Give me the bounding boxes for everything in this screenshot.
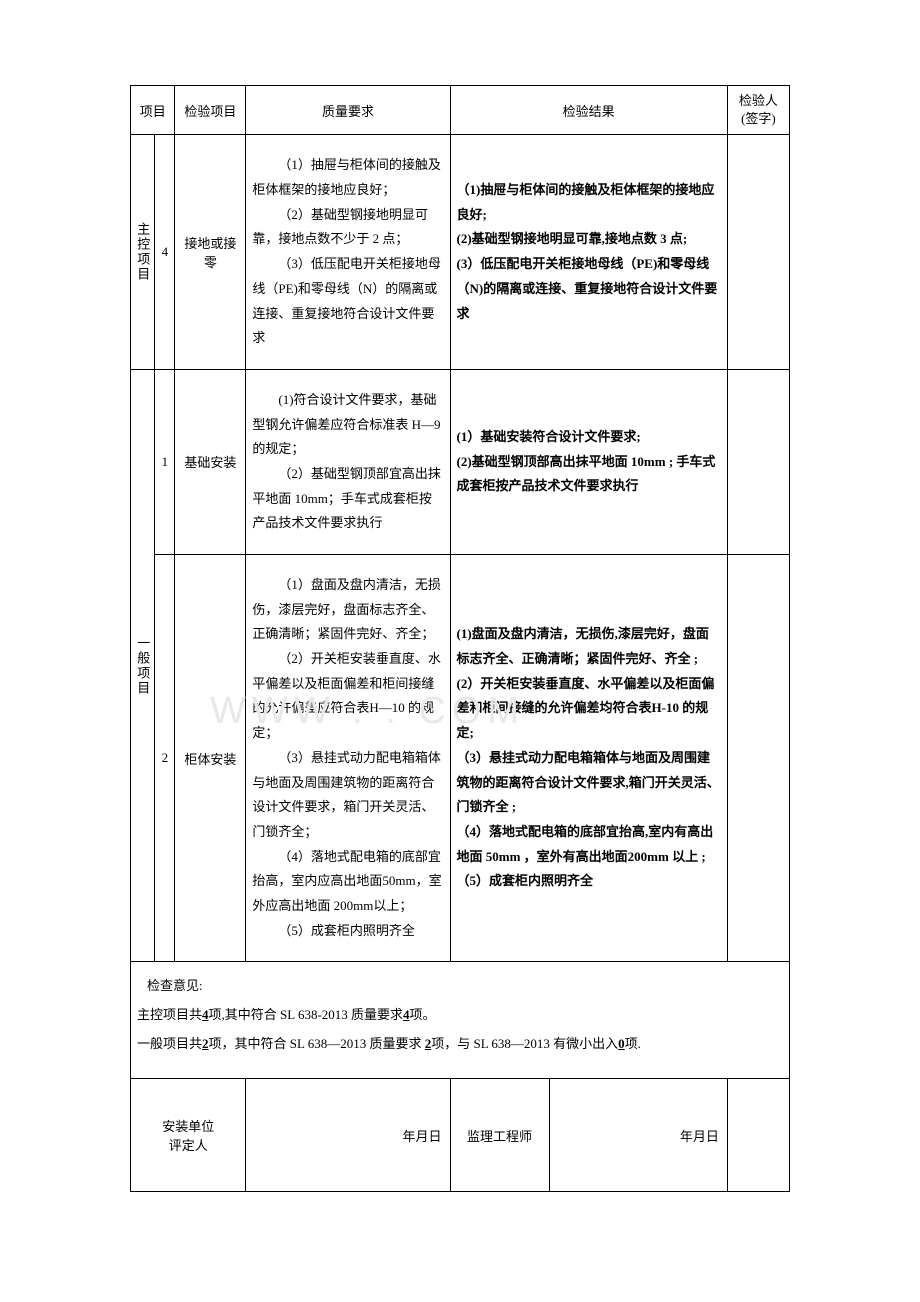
text: 一般项目共 [137, 1036, 202, 1051]
inspector-cell [727, 555, 789, 962]
requirement-cell: （1）盘面及盘内清洁，无损伤，漆层完好，盘面标志齐全、正确清晰；紧固件完好、齐全… [246, 555, 450, 962]
opinion-cell: 检查意见: 主控项目共4项,其中符合 SL 638-2013 质量要求4项。 一… [131, 962, 790, 1079]
main-control-label: 主控项目 [131, 135, 155, 370]
check-item: 基础安装 [175, 369, 246, 554]
document-page: WWW . . COM 项目 检验项目 质量要求 检验结果 检验人 (签字) 主… [0, 0, 920, 1252]
requirement-cell: (1)符合设计文件要求，基础型钢允许偏差应符合标准表 H—9 的规定； （2）基… [246, 369, 450, 554]
text: 主控项目共 [137, 1007, 202, 1022]
req-line: （1）抽屉与柜体间的接触及柜体框架的接地应良好； [252, 153, 443, 202]
row-number: 1 [155, 369, 175, 554]
req-line: （2）开关柜安装垂直度、水平偏差以及柜面偏差和柜间接缝的允许偏差应符合表H—10… [252, 647, 443, 746]
col-check-item: 检验项目 [175, 86, 246, 135]
col-inspector: 检验人 (签字) [727, 86, 789, 135]
result-cell: (1)盘面及盘内清洁，无损伤,漆层完好，盘面标志齐全、正确清晰；紧固件完好、齐全… [450, 555, 727, 962]
result-cell: (1）基础安装符合设计文件要求; (2)基础型钢顶部高出抹平地面 10mm ; … [450, 369, 727, 554]
supervisor-date: 年月日 [549, 1079, 727, 1191]
row-number: 4 [155, 135, 175, 370]
requirement-cell: （1）抽屉与柜体间的接触及柜体框架的接地应良好； （2）基础型钢接地明显可靠，接… [246, 135, 450, 370]
install-evaluator-label: 安装单位 评定人 [131, 1079, 246, 1192]
row-number: 2 [155, 555, 175, 962]
table-header-row: 项目 检验项目 质量要求 检验结果 检验人 (签字) [131, 86, 790, 135]
general-label: 一般项目 [131, 369, 155, 961]
req-line: （1）盘面及盘内清洁，无损伤，漆层完好，盘面标志齐全、正确清晰；紧固件完好、齐全… [252, 573, 443, 647]
opinion-row: 检查意见: 主控项目共4项,其中符合 SL 638-2013 质量要求4项。 一… [131, 962, 790, 1079]
res-line: (2)基础型钢顶部高出抹平地面 10mm ; 手车式成套柜按产品技术文件要求执行 [457, 454, 716, 494]
opinion-title: 检查意见: [137, 972, 783, 1001]
res-line: (2)基础型钢接地明显可靠,接地点数 3 点; [457, 231, 688, 246]
inspector-cell [727, 369, 789, 554]
install-date: 年月日 [246, 1079, 450, 1192]
blank-cell [727, 1079, 789, 1192]
res-line: (2）开关柜安装垂直度、水平偏差以及柜面偏差和柜间接缝的允许偏差均符合表H-10… [457, 676, 715, 740]
table-row: 主控项目 4 接地或接零 （1）抽屉与柜体间的接触及柜体框架的接地应良好； （2… [131, 135, 790, 370]
res-line: （5）成套柜内照明齐全 [457, 873, 594, 888]
result-cell: （1)抽屉与柜体间的接触及柜体框架的接地应良好; (2)基础型钢接地明显可靠,接… [450, 135, 727, 370]
supervisor-block: 监理工程师 年月日 [450, 1079, 727, 1192]
res-line: (1)盘面及盘内清洁，无损伤,漆层完好，盘面标志齐全、正确清晰；紧固件完好、齐全… [457, 626, 709, 666]
check-item: 接地或接零 [175, 135, 246, 370]
req-line: （3）悬挂式动力配电箱箱体与地面及周围建筑物的距离符合设计文件要求，箱门开关灵活… [252, 746, 443, 845]
req-line: （2）基础型钢顶部宜高出抹平地面 10mm；手车式成套柜按产品技术文件要求执行 [252, 462, 443, 536]
res-line: （1)抽屉与柜体间的接触及柜体框架的接地应良好; [457, 182, 715, 222]
col-requirement: 质量要求 [246, 86, 450, 135]
inspection-table: 项目 检验项目 质量要求 检验结果 检验人 (签字) 主控项目 4 接地或接零 … [130, 85, 790, 1192]
req-line: (1)符合设计文件要求，基础型钢允许偏差应符合标准表 H—9 的规定； [252, 388, 443, 462]
res-line: (1）基础安装符合设计文件要求; [457, 429, 641, 444]
check-item: 柜体安装 [175, 555, 246, 962]
signature-row: 安装单位 评定人 年月日 监理工程师 年月日 [131, 1079, 790, 1192]
text: 项，其中符合 SL 638—2013 质量要求 [209, 1036, 425, 1051]
req-line: （5）成套柜内照明齐全 [252, 919, 443, 944]
text: 项,其中符合 SL 638-2013 质量要求 [209, 1007, 404, 1022]
supervisor-label: 监理工程师 [451, 1079, 550, 1191]
opinion-line-2: 一般项目共2项，其中符合 SL 638—2013 质量要求 2项，与 SL 63… [137, 1030, 783, 1059]
inspector-cell [727, 135, 789, 370]
res-line: (3）低压配电开关柜接地母线（PE)和零母线（N)的隔离或连接、重复接地符合设计… [457, 256, 718, 320]
text: 项，与 SL 638—2013 有微小出入 [431, 1036, 618, 1051]
req-line: （3）低压配电开关柜接地母线（PE)和零母线（N）的隔离或连接、重复接地符合设计… [252, 252, 443, 351]
opinion-line-1: 主控项目共4项,其中符合 SL 638-2013 质量要求4项。 [137, 1001, 783, 1030]
table-row: 2 柜体安装 （1）盘面及盘内清洁，无损伤，漆层完好，盘面标志齐全、正确清晰；紧… [131, 555, 790, 962]
text: 项. [625, 1036, 641, 1051]
col-project: 项目 [131, 86, 175, 135]
req-line: （2）基础型钢接地明显可靠，接地点数不少于 2 点； [252, 203, 443, 252]
text: 项。 [410, 1007, 436, 1022]
col-result: 检验结果 [450, 86, 727, 135]
table-row: 一般项目 1 基础安装 (1)符合设计文件要求，基础型钢允许偏差应符合标准表 H… [131, 369, 790, 554]
res-line: （3）悬挂式动力配电箱箱体与地面及周围建筑物的距离符合设计文件要求,箱门开关灵活… [457, 750, 720, 814]
req-line: （4）落地式配电箱的底部宜抬高，室内应高出地面50mm，室外应高出地面 200m… [252, 845, 443, 919]
res-line: （4）落地式配电箱的底部宜抬高,室内有高出地面 50mm ，室外有高出地面200… [457, 824, 714, 864]
